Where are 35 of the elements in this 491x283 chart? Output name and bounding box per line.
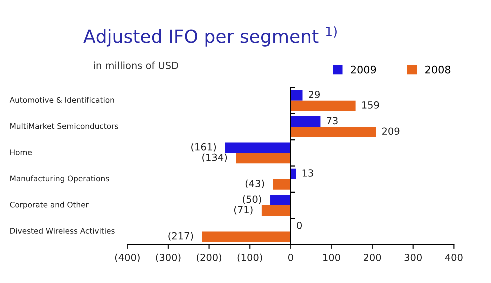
- data-label: 0: [297, 222, 302, 230]
- bar: [290, 100, 356, 112]
- bar: [262, 206, 291, 216]
- chart-subtitle: in millions of USD: [94, 62, 178, 70]
- x-tick-label: (400): [115, 254, 140, 262]
- data-label: (217): [168, 232, 194, 241]
- x-tick-label: 400: [445, 254, 463, 262]
- bar: [290, 90, 303, 101]
- legend-label: 2009: [351, 66, 376, 74]
- data-label: (50): [243, 196, 262, 204]
- bar: [290, 126, 376, 138]
- x-tick-label: (200): [197, 254, 222, 262]
- bar: [270, 195, 291, 206]
- data-label: 159: [362, 102, 380, 109]
- bar: [290, 116, 321, 127]
- bar: [236, 153, 291, 164]
- bar: [273, 179, 291, 190]
- data-label: (43): [246, 180, 264, 189]
- data-label: 29: [309, 91, 320, 98]
- legend-label: 2008: [426, 66, 451, 74]
- x-tick-label: 100: [324, 254, 340, 262]
- x-tick-label: (300): [156, 254, 181, 262]
- x-tick-label: 300: [404, 254, 422, 262]
- chart-title: Adjusted IFO per segment $^{1)}$: [84, 26, 337, 47]
- data-label: (134): [202, 154, 228, 162]
- bar: [202, 232, 291, 242]
- data-label: 13: [302, 170, 314, 177]
- data-label: (71): [234, 206, 253, 215]
- x-tick-label: 0: [288, 254, 294, 262]
- x-tick-label: (100): [238, 254, 262, 262]
- data-label: (161): [192, 143, 216, 152]
- data-label: 73: [327, 117, 338, 125]
- bar: [225, 142, 291, 154]
- data-label: 209: [382, 128, 400, 136]
- x-tick-label: 200: [364, 254, 382, 262]
